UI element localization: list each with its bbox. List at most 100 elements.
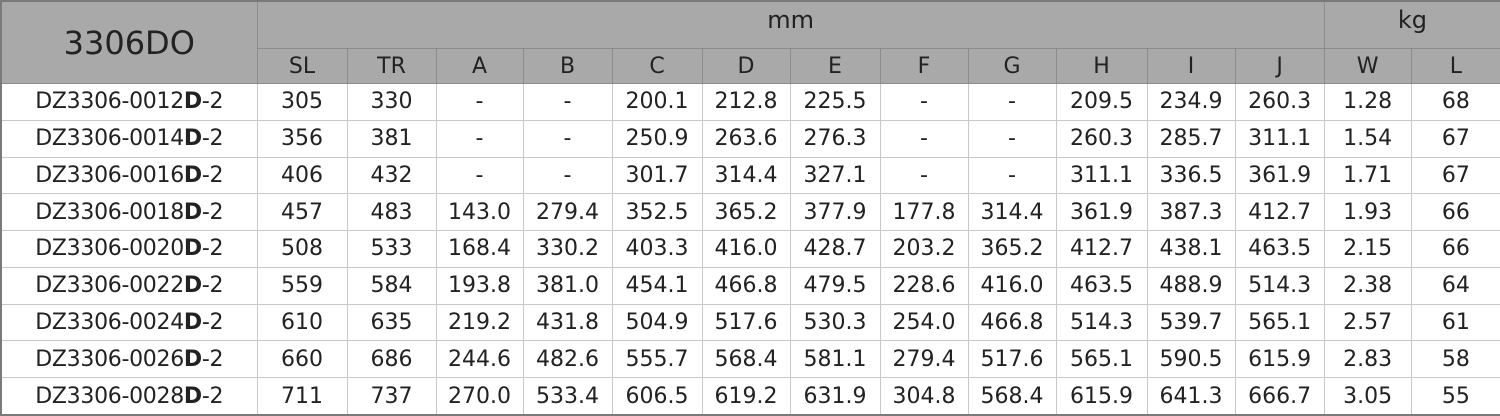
cell-sl: 711 (256, 377, 348, 416)
cell-d: 619.2 (701, 377, 791, 416)
cell-b: 533.4 (522, 377, 613, 416)
part-number-segment: DZ3306-0018 (35, 199, 184, 225)
cell-tr: 737 (346, 377, 437, 416)
table-row: DZ3306-0018D-2 457 483 143.0 279.4 352.5 365.2… (0, 193, 1500, 231)
cell-d: 416.0 (701, 230, 791, 268)
cell-a: - (435, 156, 524, 195)
cell-h: 565.1 (1055, 340, 1148, 378)
cell-a: 270.0 (435, 377, 524, 416)
cell-l: 55 (1410, 377, 1500, 416)
column-header: L (1410, 48, 1500, 84)
cell-d: 212.8 (701, 83, 791, 121)
part-number-segment: D (183, 346, 202, 372)
cell-g: 365.2 (967, 230, 1057, 268)
cell-j: 615.9 (1234, 340, 1325, 378)
cell-j: 514.3 (1234, 266, 1325, 305)
cell-a: 219.2 (435, 303, 524, 342)
cell-b: 330.2 (522, 230, 613, 268)
cell-b: - (522, 156, 613, 195)
cell-sl: 406 (256, 156, 348, 195)
part-number: DZ3306-0022D-2 (0, 266, 258, 305)
part-number-segment: D (183, 273, 202, 299)
part-number: DZ3306-0026D-2 (0, 340, 258, 378)
cell-i: 590.5 (1146, 340, 1236, 378)
cell-a: - (435, 83, 524, 121)
cell-i: 285.7 (1146, 119, 1236, 158)
part-number-segment: D (183, 199, 202, 225)
cell-tr: 432 (346, 156, 437, 195)
cell-l: 67 (1410, 119, 1500, 158)
part-number-segment: -2 (201, 273, 224, 299)
cell-h: 260.3 (1055, 119, 1148, 158)
cell-a: 244.6 (435, 340, 524, 378)
cell-c: 352.5 (611, 193, 703, 231)
part-number-segment: D (183, 309, 202, 335)
cell-c: 555.7 (611, 340, 703, 378)
table-title: 3306DO (0, 0, 258, 84)
cell-w: 1.93 (1323, 193, 1412, 231)
column-header: I (1146, 48, 1236, 84)
cell-sl: 660 (256, 340, 348, 378)
cell-h: 615.9 (1055, 377, 1148, 416)
cell-a: 168.4 (435, 230, 524, 268)
cell-sl: 457 (256, 193, 348, 231)
column-header: G (967, 48, 1057, 84)
cell-c: 454.1 (611, 266, 703, 305)
cell-tr: 330 (346, 83, 437, 121)
cell-d: 517.6 (701, 303, 791, 342)
cell-f: 254.0 (879, 303, 969, 342)
cell-g: 517.6 (967, 340, 1057, 378)
unit-group-header: kg (1323, 0, 1500, 49)
cell-j: 666.7 (1234, 377, 1325, 416)
table-row: DZ3306-0016D-2 406 432- -301.7 314.4 327.1- -3… (0, 156, 1500, 195)
cell-f: 177.8 (879, 193, 969, 231)
unit-group-header: mm (256, 0, 1325, 49)
part-number-segment: DZ3306-0014 (35, 126, 184, 152)
part-number-segment: DZ3306-0026 (35, 346, 184, 372)
cell-w: 2.15 (1323, 230, 1412, 268)
cell-a: - (435, 119, 524, 158)
cell-d: 263.6 (701, 119, 791, 158)
cell-sl: 356 (256, 119, 348, 158)
cell-d: 365.2 (701, 193, 791, 231)
cell-tr: 635 (346, 303, 437, 342)
cell-c: 403.3 (611, 230, 703, 268)
part-number-segment: DZ3306-0028 (35, 383, 184, 409)
column-header: D (701, 48, 791, 84)
column-header: F (879, 48, 969, 84)
cell-f: - (879, 83, 969, 121)
part-number: DZ3306-0014D-2 (0, 119, 258, 158)
cell-c: 301.7 (611, 156, 703, 195)
cell-e: 428.7 (789, 230, 881, 268)
cell-l: 61 (1410, 303, 1500, 342)
part-number-segment: DZ3306-0012 (35, 89, 184, 115)
cell-e: 479.5 (789, 266, 881, 305)
cell-i: 438.1 (1146, 230, 1236, 268)
column-header: B (522, 48, 613, 84)
cell-e: 276.3 (789, 119, 881, 158)
cell-tr: 533 (346, 230, 437, 268)
column-header: H (1055, 48, 1148, 84)
cell-a: 143.0 (435, 193, 524, 231)
part-number-segment: -2 (201, 236, 224, 262)
cell-b: 381.0 (522, 266, 613, 305)
cell-l: 67 (1410, 156, 1500, 195)
cell-b: - (522, 83, 613, 121)
cell-f: 304.8 (879, 377, 969, 416)
cell-j: 361.9 (1234, 156, 1325, 195)
cell-sl: 610 (256, 303, 348, 342)
cell-d: 568.4 (701, 340, 791, 378)
cell-g: 568.4 (967, 377, 1057, 416)
part-number-segment: -2 (201, 199, 224, 225)
part-number-segment: -2 (201, 126, 224, 152)
table-row: DZ3306-0022D-2 559 584 193.8 381.0 454.1 466.8… (0, 266, 1500, 305)
column-header: J (1234, 48, 1325, 84)
cell-i: 387.3 (1146, 193, 1236, 231)
cell-h: 361.9 (1055, 193, 1148, 231)
cell-w: 2.57 (1323, 303, 1412, 342)
cell-i: 641.3 (1146, 377, 1236, 416)
cell-l: 64 (1410, 266, 1500, 305)
cell-h: 209.5 (1055, 83, 1148, 121)
cell-f: - (879, 119, 969, 158)
part-number-segment: D (183, 162, 202, 188)
